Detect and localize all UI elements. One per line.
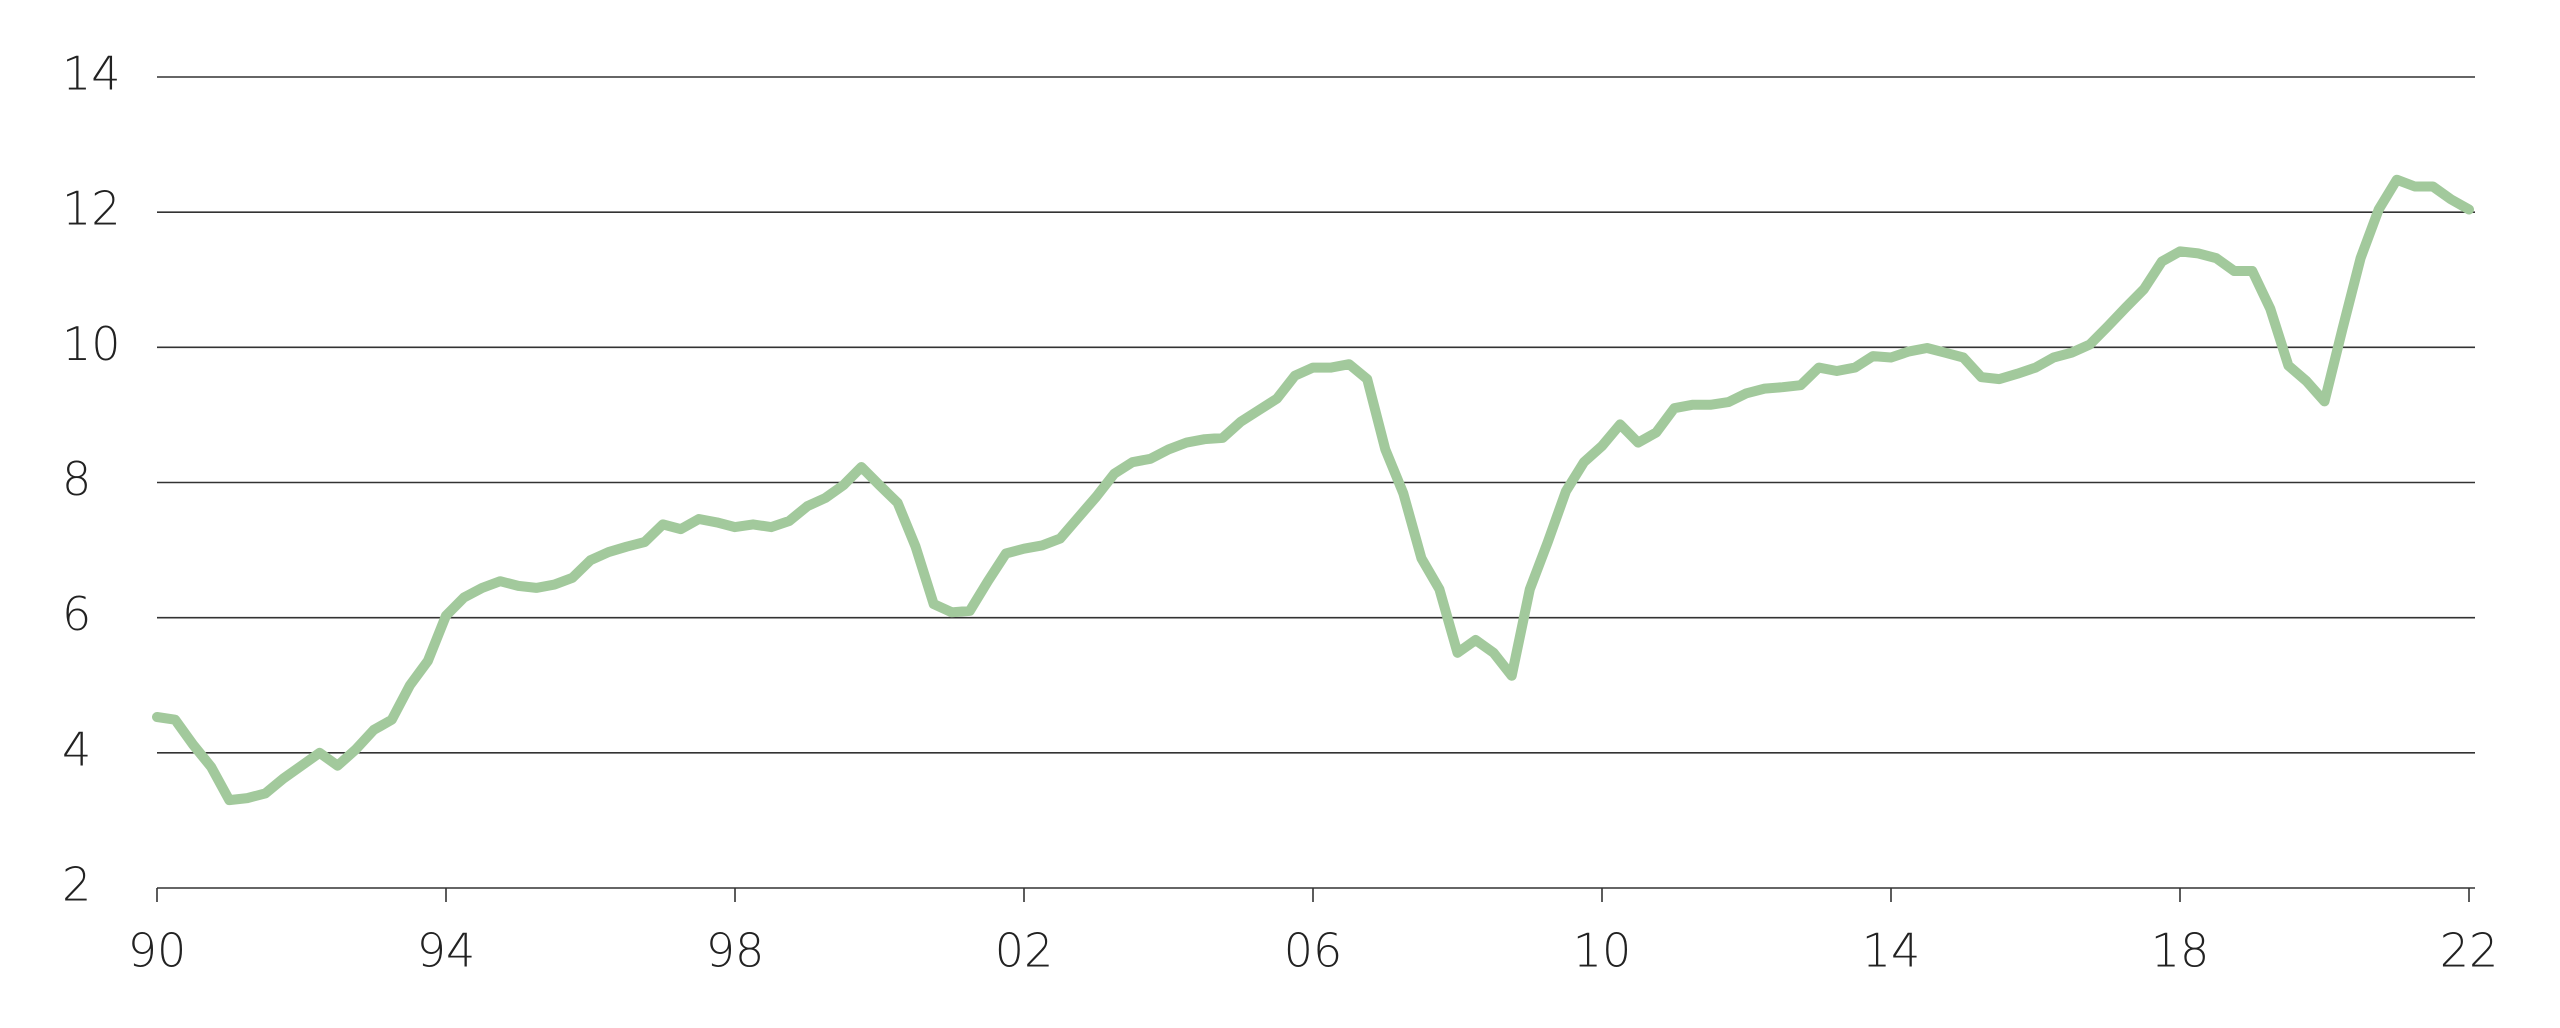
x-tick-label: 98 <box>706 924 765 978</box>
y-tick-label: 2 <box>62 858 91 912</box>
x-tick-label: 94 <box>417 924 476 978</box>
y-tick-label: 12 <box>62 182 121 236</box>
x-tick-label: 06 <box>1284 924 1343 978</box>
x-tick-label: 90 <box>128 924 187 978</box>
data-line <box>152 174 2474 806</box>
y-tick-label: 14 <box>62 47 121 101</box>
x-tick-label: 14 <box>1862 924 1921 978</box>
x-tick-label: 10 <box>1573 924 1632 978</box>
x-tick-label: 02 <box>995 924 1054 978</box>
x-tick-label: 18 <box>2151 924 2210 978</box>
y-tick-label: 8 <box>62 452 91 506</box>
y-tick-label: 4 <box>62 722 91 776</box>
y-tick-label: 10 <box>62 317 121 371</box>
x-tick-label: 22 <box>2440 924 2499 978</box>
y-tick-label: 6 <box>62 587 91 641</box>
